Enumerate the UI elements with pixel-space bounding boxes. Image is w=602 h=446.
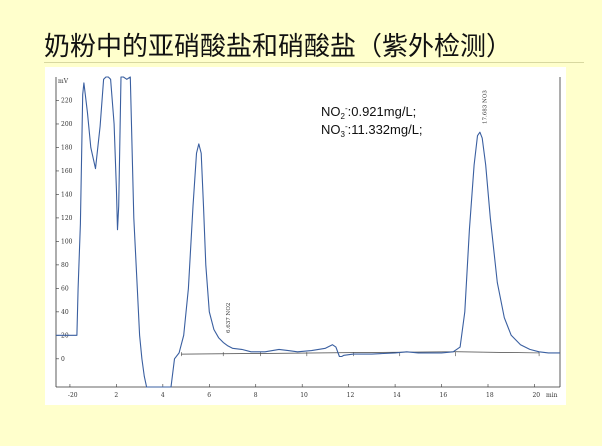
peak-label-no3: 17.683 NO3	[483, 90, 489, 124]
x-tick-label-2: 4	[161, 392, 165, 399]
y-axis-label: mV	[58, 78, 69, 85]
y-tick-label-80: 80	[61, 262, 69, 269]
y-tick-label-120: 120	[61, 215, 73, 222]
peak-label-no2: 6.637 NO2	[226, 303, 232, 333]
x-tick-label-5: 10	[300, 392, 308, 399]
chart-plot: 6.637 NO2 17.683 NO3	[56, 76, 560, 388]
slide-title: 奶粉中的亚硝酸盐和硝酸盐（紫外检测）	[44, 32, 513, 62]
annotation-no2: NO2-:0.921mg/L;	[321, 104, 416, 121]
x-tick-label-8: 16	[440, 392, 448, 399]
chromatogram-panel: mV 0 20 40 60 80 100 120 140 160 180 200 220 -20 2 4 6 8 1…	[45, 67, 566, 405]
y-tick-label-180: 180	[61, 144, 73, 151]
y-tick-label-60: 60	[61, 285, 69, 292]
chromatogram-trace	[56, 76, 560, 388]
y-tick-label-200: 200	[61, 121, 73, 128]
y-tick-label-40: 40	[61, 309, 69, 316]
x-tick-label-3: 6	[207, 392, 211, 399]
y-tick-label-0: 0	[61, 356, 65, 363]
annotation-no3: NO3-:11.332mg/L;	[321, 122, 423, 139]
chromatogram-chart: mV 0 20 40 60 80 100 120 140 160 180 200 220 -20 2 4 6 8 1…	[55, 76, 561, 399]
x-tick-label-4: 8	[254, 392, 258, 399]
chart-ticks: mV 0 20 40 60 80 100 120 140 160 180 200 220 -20 2 4 6 8 1…	[56, 78, 558, 399]
y-tick-label-140: 140	[61, 191, 73, 198]
x-axis-label: min	[546, 392, 558, 399]
title-divider	[44, 62, 584, 63]
x-tick-label-7: 14	[393, 392, 401, 399]
baseline-no3	[455, 351, 540, 354]
x-tick-label-1: 2	[114, 392, 118, 399]
x-tick-label-10: 20	[532, 392, 540, 399]
y-tick-label-160: 160	[61, 168, 73, 175]
y-tick-label-100: 100	[61, 238, 73, 245]
y-tick-label-220: 220	[61, 97, 73, 104]
x-tick-label-9: 18	[486, 392, 494, 399]
x-tick-label-6: 12	[347, 392, 355, 399]
x-tick-label-0: -20	[68, 392, 78, 399]
